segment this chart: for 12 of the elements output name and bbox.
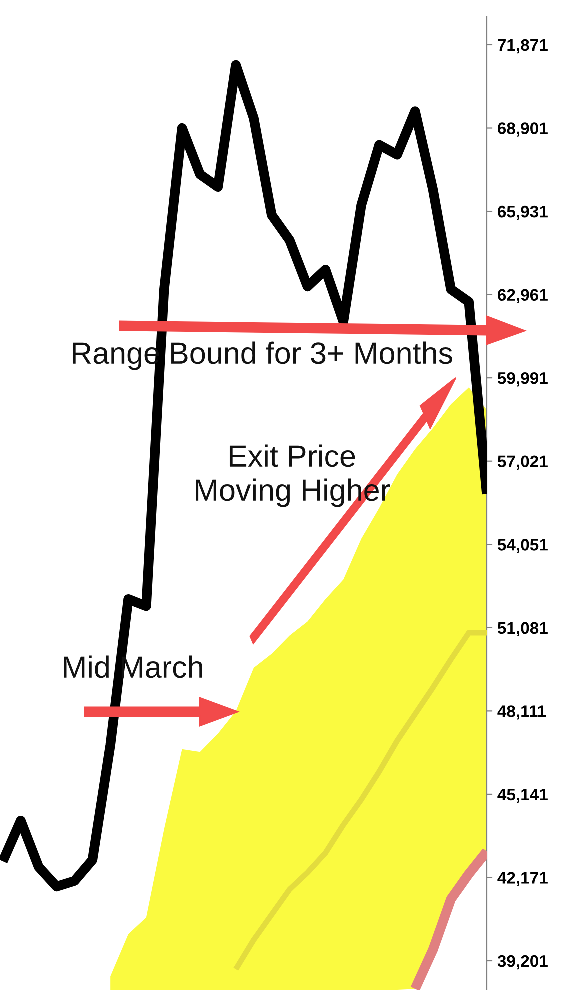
y-tick-label: 54,051: [498, 539, 548, 554]
y-tick-label: 59,991: [498, 372, 548, 387]
y-tick-label: 71,871: [498, 39, 548, 54]
y-tick-label: 51,081: [498, 622, 548, 637]
y-tick-label: 42,171: [498, 872, 548, 886]
y-tick-label: 62,961: [498, 289, 548, 304]
y-tick-label: 65,931: [498, 206, 548, 220]
y-tick-label: 45,141: [498, 789, 548, 804]
y-tick-label: 57,021: [498, 456, 548, 470]
y-tick-label: 68,901: [498, 122, 548, 137]
y-tick-label: 39,201: [498, 955, 548, 970]
y-tick-label: 48,111: [498, 706, 546, 720]
